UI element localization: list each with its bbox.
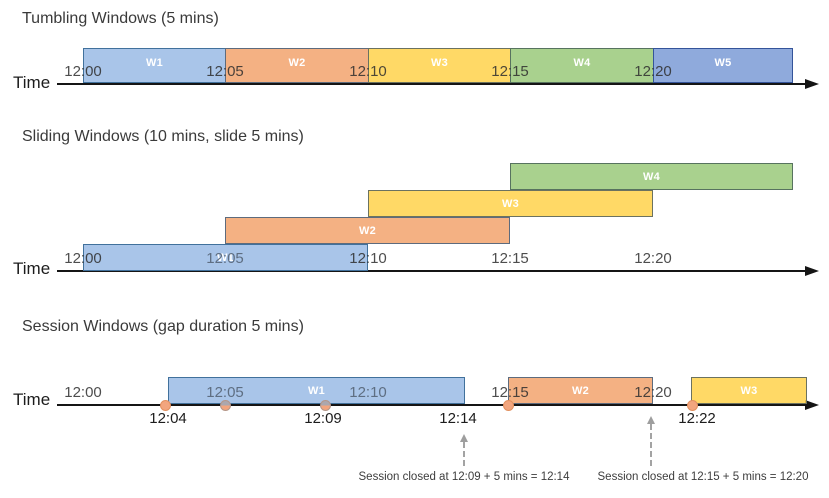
tumbling-tick-1210: 12:10	[349, 63, 387, 80]
session-window-bar-w2: W2	[508, 377, 653, 404]
event-dot-1209	[320, 400, 331, 411]
tumbling-window-bar-w5: W5	[653, 48, 793, 83]
sliding-tick-1215: 12:15	[491, 250, 529, 267]
tumbling-timeline-axis	[57, 83, 806, 85]
event-dot-1222	[687, 400, 698, 411]
tumbling-tick-1200: 12:00	[64, 63, 102, 80]
session-close-arrow-1-icon	[460, 434, 468, 466]
tumbling-window-bar-w3: W3	[368, 48, 511, 83]
event-dot-1215	[503, 400, 514, 411]
session-close-arrow-2-icon	[647, 416, 655, 466]
session-tick-1210: 12:10	[349, 384, 387, 401]
sliding-section-title: Sliding Windows (10 mins, slide 5 mins)	[22, 128, 304, 145]
tumbling-window-label-w1: W1	[145, 56, 164, 69]
sliding-tick-1205: 12:05	[206, 250, 244, 267]
arrow-up-head-icon	[460, 434, 468, 442]
tumbling-window-label-w4: W4	[573, 56, 591, 69]
arrow-up-head-icon	[647, 416, 655, 424]
sliding-window-bar-w3: W3	[368, 190, 653, 217]
tumbling-tick-1220: 12:20	[634, 63, 672, 80]
sliding-timeline-arrow-icon	[805, 266, 819, 276]
tumbling-window-bar-w2: W2	[225, 48, 369, 83]
session-tick-1215: 12:15	[491, 384, 529, 401]
sliding-window-label-w3: W3	[501, 197, 520, 210]
sliding-window-label-w1: W1	[216, 251, 235, 264]
sliding-window-bar-w2: W2	[225, 217, 510, 244]
session-close-annotation-1: Session closed at 12:09 + 5 mins = 12:14	[358, 471, 570, 483]
session-tick-1220: 12:20	[634, 384, 672, 401]
tumbling-window-bar-w4: W4	[510, 48, 654, 83]
sliding-window-bar-w4: W4	[510, 163, 793, 190]
session-window-bar-w3: W3	[691, 377, 807, 404]
session-close-time-label-1214: 12:14	[439, 410, 477, 427]
event-time-label-1204: 12:04	[149, 410, 187, 427]
session-timeline-arrow-icon	[805, 400, 819, 410]
tumbling-time-axis-label: Time	[13, 73, 51, 92]
event-time-label-1222: 12:22	[678, 410, 716, 427]
sliding-window-label-w4: W4	[642, 170, 661, 183]
tumbling-window-label-w5: W5	[714, 56, 732, 69]
sliding-tick-1210: 12:10	[349, 250, 387, 267]
session-window-label-w2: W2	[571, 384, 590, 397]
sliding-timeline-axis	[57, 270, 806, 272]
sliding-time-axis-label: Time	[13, 259, 51, 278]
session-tick-1205: 12:05	[206, 384, 244, 401]
event-dot-1204	[160, 400, 171, 411]
tumbling-section-title: Tumbling Windows (5 mins)	[22, 10, 219, 27]
sliding-tick-1220: 12:20	[634, 250, 672, 267]
session-window-label-w1: W1	[307, 384, 326, 397]
sliding-window-label-w2: W2	[358, 224, 377, 237]
tumbling-tick-1215: 12:15	[491, 63, 529, 80]
session-window-label-w3: W3	[740, 384, 758, 397]
arrow-dashed-tail	[650, 424, 652, 466]
session-section-title: Session Windows (gap duration 5 mins)	[22, 318, 304, 335]
session-timeline-axis	[57, 404, 806, 406]
session-close-annotation-2: Session closed at 12:15 + 5 mins = 12:20	[597, 471, 809, 483]
event-time-label-1209: 12:09	[304, 410, 342, 427]
session-tick-1200: 12:00	[64, 384, 102, 401]
tumbling-window-bar-w1: W1	[83, 48, 226, 83]
tumbling-window-label-w3: W3	[430, 56, 449, 69]
session-window-bar-w1: W1	[168, 377, 465, 404]
arrow-dashed-tail	[463, 442, 465, 466]
session-time-axis-label: Time	[13, 390, 51, 409]
sliding-tick-1200: 12:00	[64, 250, 102, 267]
tumbling-window-label-w2: W2	[288, 56, 306, 69]
sliding-window-bar-w1: W1	[83, 244, 368, 271]
tumbling-tick-1205: 12:05	[206, 63, 244, 80]
event-dot-1205	[220, 400, 231, 411]
tumbling-timeline-arrow-icon	[805, 79, 819, 89]
